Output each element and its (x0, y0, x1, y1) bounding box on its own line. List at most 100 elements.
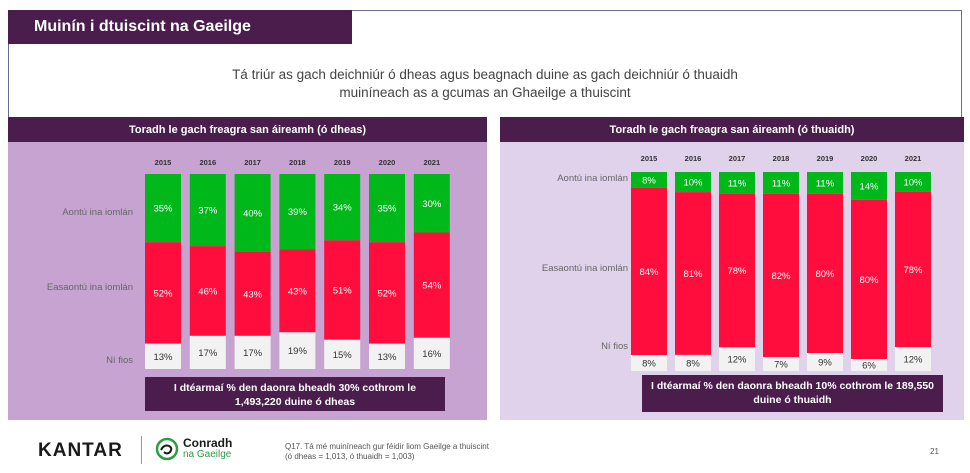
south-bar-1 (145, 242, 181, 344)
subtitle-line-1: Tá triúr as gach deichniúr ó dheas agus … (232, 67, 738, 82)
south-bar-2 (369, 343, 405, 369)
north-year-label: 2018 (773, 154, 790, 163)
north-value-label: 12% (727, 355, 747, 366)
conradh-line-2: na Gaeilge (183, 449, 232, 460)
footer-divider (141, 436, 142, 464)
south-bar-1 (189, 246, 226, 336)
kantar-logo: KANTAR (38, 440, 123, 461)
south-bar-0 (145, 174, 181, 243)
south-year-label: 2019 (334, 158, 351, 167)
south-value-label: 17% (243, 348, 263, 359)
south-bar-1 (279, 249, 316, 333)
south-year-label: 2018 (289, 158, 306, 167)
south-value-label: 19% (288, 346, 308, 357)
north-row-label-1: Easaontú ina iomlán (542, 263, 628, 274)
south-value-label: 39% (288, 207, 308, 218)
south-bar-2 (145, 343, 181, 369)
south-bar-0 (413, 174, 450, 233)
slide-title: Muinín i dtuiscint na Gaeilge (8, 10, 352, 44)
north-value-label: 11% (772, 178, 791, 189)
north-year-label: 2016 (685, 154, 702, 163)
south-bar-1 (324, 240, 361, 340)
south-year-label: 2016 (199, 158, 216, 167)
north-year-label: 2019 (817, 154, 834, 163)
south-panel-title: Toradh le gach freagra san áireamh (ó dh… (8, 117, 487, 142)
north-bar-1 (807, 193, 843, 354)
north-value-label: 8% (642, 175, 656, 186)
south-bar-2 (324, 339, 361, 369)
conradh-swirl-icon (155, 437, 179, 461)
north-value-label: 10% (683, 178, 703, 189)
north-value-label: 80% (815, 269, 835, 280)
south-bar-0 (189, 174, 226, 247)
north-bar-0 (631, 172, 667, 188)
north-bar-2 (763, 357, 799, 371)
south-value-label: 52% (153, 288, 173, 299)
south-value-label: 35% (153, 204, 173, 215)
north-value-label: 82% (771, 271, 791, 282)
slide-subtitle: Tá triúr as gach deichniúr ó dheas agus … (120, 66, 850, 102)
south-bar-1 (234, 252, 271, 336)
south-year-label: 2020 (379, 158, 396, 167)
south-value-label: 35% (377, 204, 397, 215)
south-year-label: 2015 (155, 158, 172, 167)
north-year-label: 2021 (905, 154, 922, 163)
north-bar-0 (719, 172, 755, 194)
south-value-label: 17% (198, 348, 218, 359)
south-value-label: 16% (422, 349, 442, 360)
south-panel: Toradh le gach freagra san áireamh (ó dh… (8, 117, 487, 420)
south-value-label: 34% (333, 203, 353, 214)
south-row-label-2: Ní fios (106, 355, 133, 366)
south-value-label: 43% (243, 289, 263, 300)
page-number: 21 (930, 447, 939, 456)
south-bar-1 (413, 232, 450, 338)
north-panel-title: Toradh le gach freagra san áireamh (ó th… (500, 117, 964, 142)
south-bar-2 (413, 337, 450, 369)
north-year-label: 2020 (861, 154, 878, 163)
south-value-label: 30% (422, 199, 442, 210)
north-bar-1 (763, 193, 799, 358)
south-bar-2 (189, 335, 226, 369)
south-bar-0 (369, 174, 405, 243)
south-row-label-0: Aontú ina iomlán (62, 207, 133, 218)
north-value-label: 80% (859, 275, 879, 286)
south-value-label: 37% (198, 206, 218, 217)
north-note: I dtéarmaí % den daonra bheadh 10% cothr… (642, 375, 943, 412)
south-bar-2 (279, 332, 316, 369)
north-value-label: 84% (639, 267, 659, 278)
north-bar-0 (895, 172, 931, 192)
north-bar-2 (719, 347, 755, 371)
north-value-label: 10% (903, 177, 923, 188)
north-row-label-2: Ní fios (601, 341, 628, 352)
north-bar-1 (675, 192, 711, 355)
south-bar-0 (234, 174, 271, 252)
north-bar-2 (631, 355, 667, 371)
south-value-label: 13% (153, 352, 173, 363)
south-value-label: 40% (243, 209, 263, 220)
south-value-label: 15% (333, 350, 353, 361)
south-value-label: 46% (198, 287, 218, 298)
north-bar-2 (675, 354, 711, 371)
south-value-label: 54% (422, 281, 442, 292)
conradh-line-1: Conradh (183, 436, 233, 450)
south-bar-0 (279, 174, 316, 250)
south-bar-0 (324, 174, 361, 241)
north-bar-1 (851, 199, 887, 360)
north-value-label: 78% (903, 265, 923, 276)
south-note: I dtéarmaí % den daonra bheadh 30% cothr… (145, 377, 445, 411)
north-bar-2 (851, 359, 887, 371)
north-panel: Toradh le gach freagra san áireamh (ó th… (500, 117, 964, 420)
subtitle-line-2: muiníneach as a gcumas an Ghaeilge a thu… (339, 85, 631, 100)
north-year-label: 2017 (729, 154, 746, 163)
north-value-label: 6% (862, 361, 876, 372)
north-bar-1 (895, 191, 931, 348)
north-bar-0 (763, 172, 799, 194)
conradh-logo: Conradh na Gaeilge (155, 437, 232, 461)
north-row-label-0: Aontú ina iomlán (557, 173, 628, 184)
north-bar-1 (719, 193, 755, 348)
south-value-label: 52% (377, 288, 397, 299)
north-bar-1 (631, 187, 667, 356)
south-year-label: 2017 (244, 158, 261, 167)
north-value-label: 11% (728, 178, 747, 189)
north-value-label: 11% (816, 178, 835, 189)
